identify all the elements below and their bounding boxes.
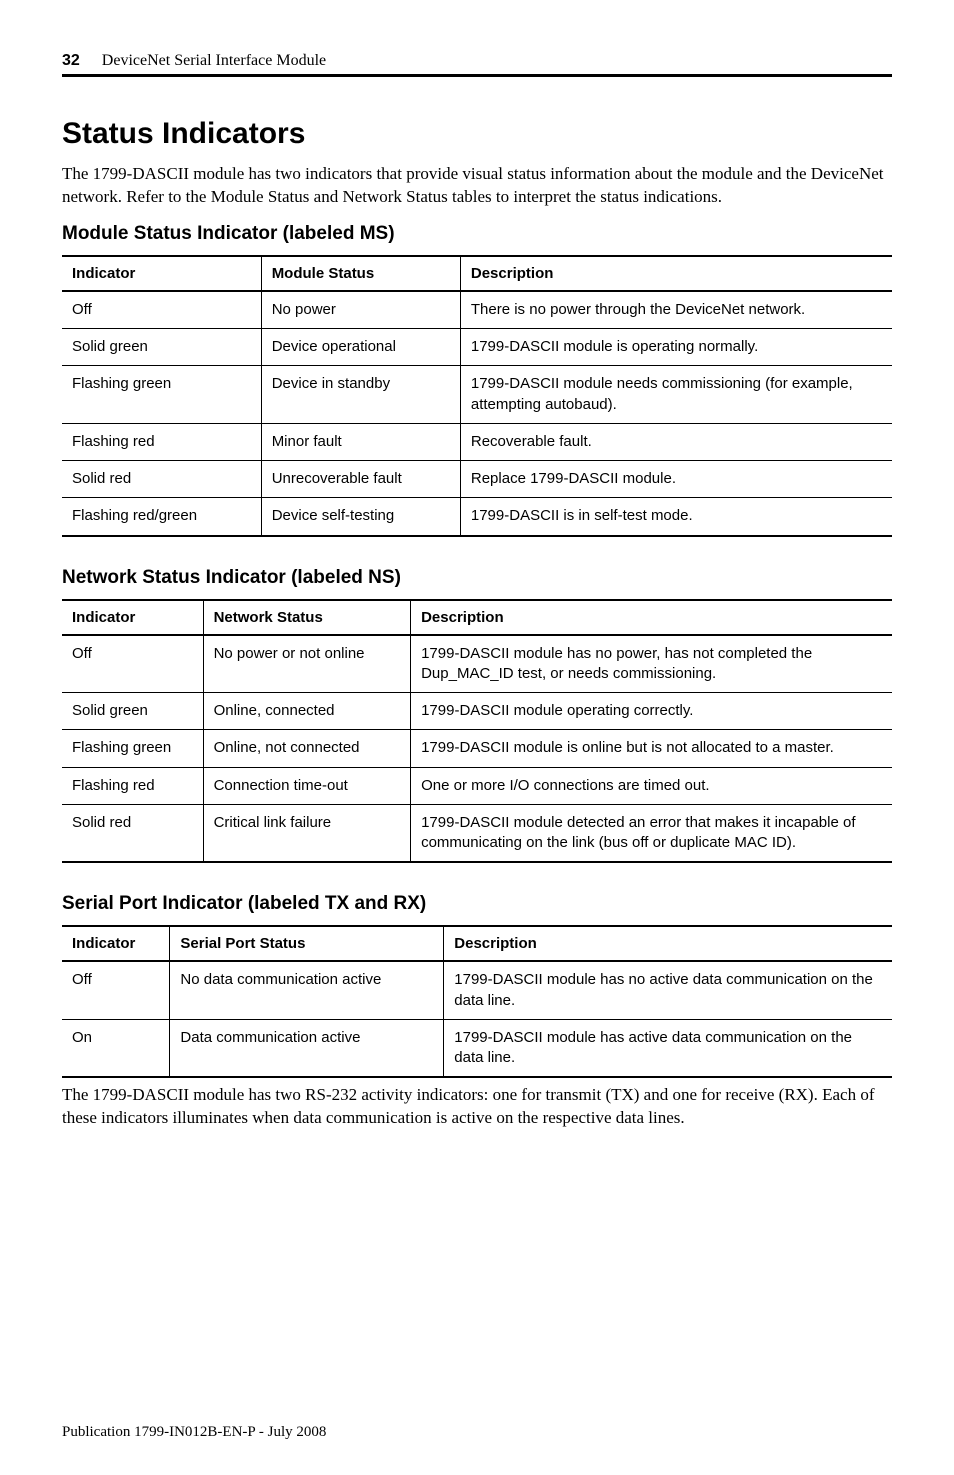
table-cell: Flashing red/green [62,498,261,536]
running-title: DeviceNet Serial Interface Module [102,52,326,70]
page-number: 32 [62,52,80,70]
table-cell: Critical link failure [203,804,411,862]
table-head: Indicator Network Status Description [62,600,892,635]
th-serial-port-status: Serial Port Status [170,926,444,961]
network-status-heading: Network Status Indicator (labeled NS) [62,567,892,589]
table-row: Solid redUnrecoverable faultReplace 1799… [62,461,892,498]
table-row: Flashing greenOnline, not connected1799-… [62,730,892,767]
table-header-row: Indicator Module Status Description [62,256,892,291]
table-row: Solid greenDevice operational1799-DASCII… [62,329,892,366]
th-module-status: Module Status [261,256,460,291]
table-head: Indicator Serial Port Status Description [62,926,892,961]
serial-port-table: Indicator Serial Port Status Description… [62,925,892,1078]
table-cell: 1799-DASCII module needs commissioning (… [460,366,892,424]
section-intro: The 1799-DASCII module has two indicator… [62,163,892,209]
table-cell: Device self-testing [261,498,460,536]
page-header: 32 DeviceNet Serial Interface Module [62,52,892,77]
table-row: OffNo powerThere is no power through the… [62,291,892,329]
th-indicator: Indicator [62,600,203,635]
table-cell: Minor fault [261,423,460,460]
module-status-table: Indicator Module Status Description OffN… [62,255,892,537]
footer-publication: Publication 1799-IN012B-EN-P - July 2008 [62,1424,326,1441]
table-cell: Flashing red [62,423,261,460]
table-body: OffNo data communication active1799-DASC… [62,961,892,1077]
document-page: 32 DeviceNet Serial Interface Module Sta… [0,0,954,1475]
table-cell: 1799-DASCII module has no power, has not… [411,635,892,693]
table-cell: 1799-DASCII module is operating normally… [460,329,892,366]
table-cell: 1799-DASCII module has active data commu… [444,1019,892,1077]
table-cell: Off [62,961,170,1019]
table-cell: One or more I/O connections are timed ou… [411,767,892,804]
table-row: Flashing red/greenDevice self-testing179… [62,498,892,536]
table-cell: Recoverable fault. [460,423,892,460]
table-cell: 1799-DASCII is in self-test mode. [460,498,892,536]
module-status-heading: Module Status Indicator (labeled MS) [62,223,892,245]
table-cell: Solid red [62,461,261,498]
th-description: Description [444,926,892,961]
table-cell: Replace 1799-DASCII module. [460,461,892,498]
table-cell: Solid green [62,329,261,366]
table-cell: Off [62,291,261,329]
table-row: Flashing redMinor faultRecoverable fault… [62,423,892,460]
section-title: Status Indicators [62,117,892,151]
table-row: Flashing greenDevice in standby1799-DASC… [62,366,892,424]
table-cell: Device operational [261,329,460,366]
table-cell: No power or not online [203,635,411,693]
th-indicator: Indicator [62,256,261,291]
table-cell: Online, connected [203,693,411,730]
table-row: Flashing redConnection time-outOne or mo… [62,767,892,804]
table-cell: Device in standby [261,366,460,424]
table-cell: Solid red [62,804,203,862]
table-cell: No data communication active [170,961,444,1019]
table-cell: Unrecoverable fault [261,461,460,498]
th-network-status: Network Status [203,600,411,635]
table-cell: There is no power through the DeviceNet … [460,291,892,329]
table-cell: Flashing red [62,767,203,804]
serial-port-heading: Serial Port Indicator (labeled TX and RX… [62,893,892,915]
table-body: OffNo power or not online1799-DASCII mod… [62,635,892,863]
table-cell: Data communication active [170,1019,444,1077]
table-cell: Solid green [62,693,203,730]
table-row: Solid greenOnline, connected1799-DASCII … [62,693,892,730]
table-cell: Flashing green [62,730,203,767]
network-status-table: Indicator Network Status Description Off… [62,599,892,864]
table-cell: Off [62,635,203,693]
table-row: Solid redCritical link failure1799-DASCI… [62,804,892,862]
table-cell: No power [261,291,460,329]
table-cell: 1799-DASCII module detected an error tha… [411,804,892,862]
table-row: OffNo power or not online1799-DASCII mod… [62,635,892,693]
table-cell: Online, not connected [203,730,411,767]
table-row: OffNo data communication active1799-DASC… [62,961,892,1019]
table-cell: On [62,1019,170,1077]
table-row: OnData communication active1799-DASCII m… [62,1019,892,1077]
table-cell: Connection time-out [203,767,411,804]
th-description: Description [460,256,892,291]
table-cell: 1799-DASCII module operating correctly. [411,693,892,730]
table-header-row: Indicator Network Status Description [62,600,892,635]
table-header-row: Indicator Serial Port Status Description [62,926,892,961]
th-indicator: Indicator [62,926,170,961]
th-description: Description [411,600,892,635]
table-body: OffNo powerThere is no power through the… [62,291,892,536]
table-head: Indicator Module Status Description [62,256,892,291]
table-cell: 1799-DASCII module has no active data co… [444,961,892,1019]
serial-port-note: The 1799-DASCII module has two RS-232 ac… [62,1084,892,1130]
table-cell: 1799-DASCII module is online but is not … [411,730,892,767]
table-cell: Flashing green [62,366,261,424]
